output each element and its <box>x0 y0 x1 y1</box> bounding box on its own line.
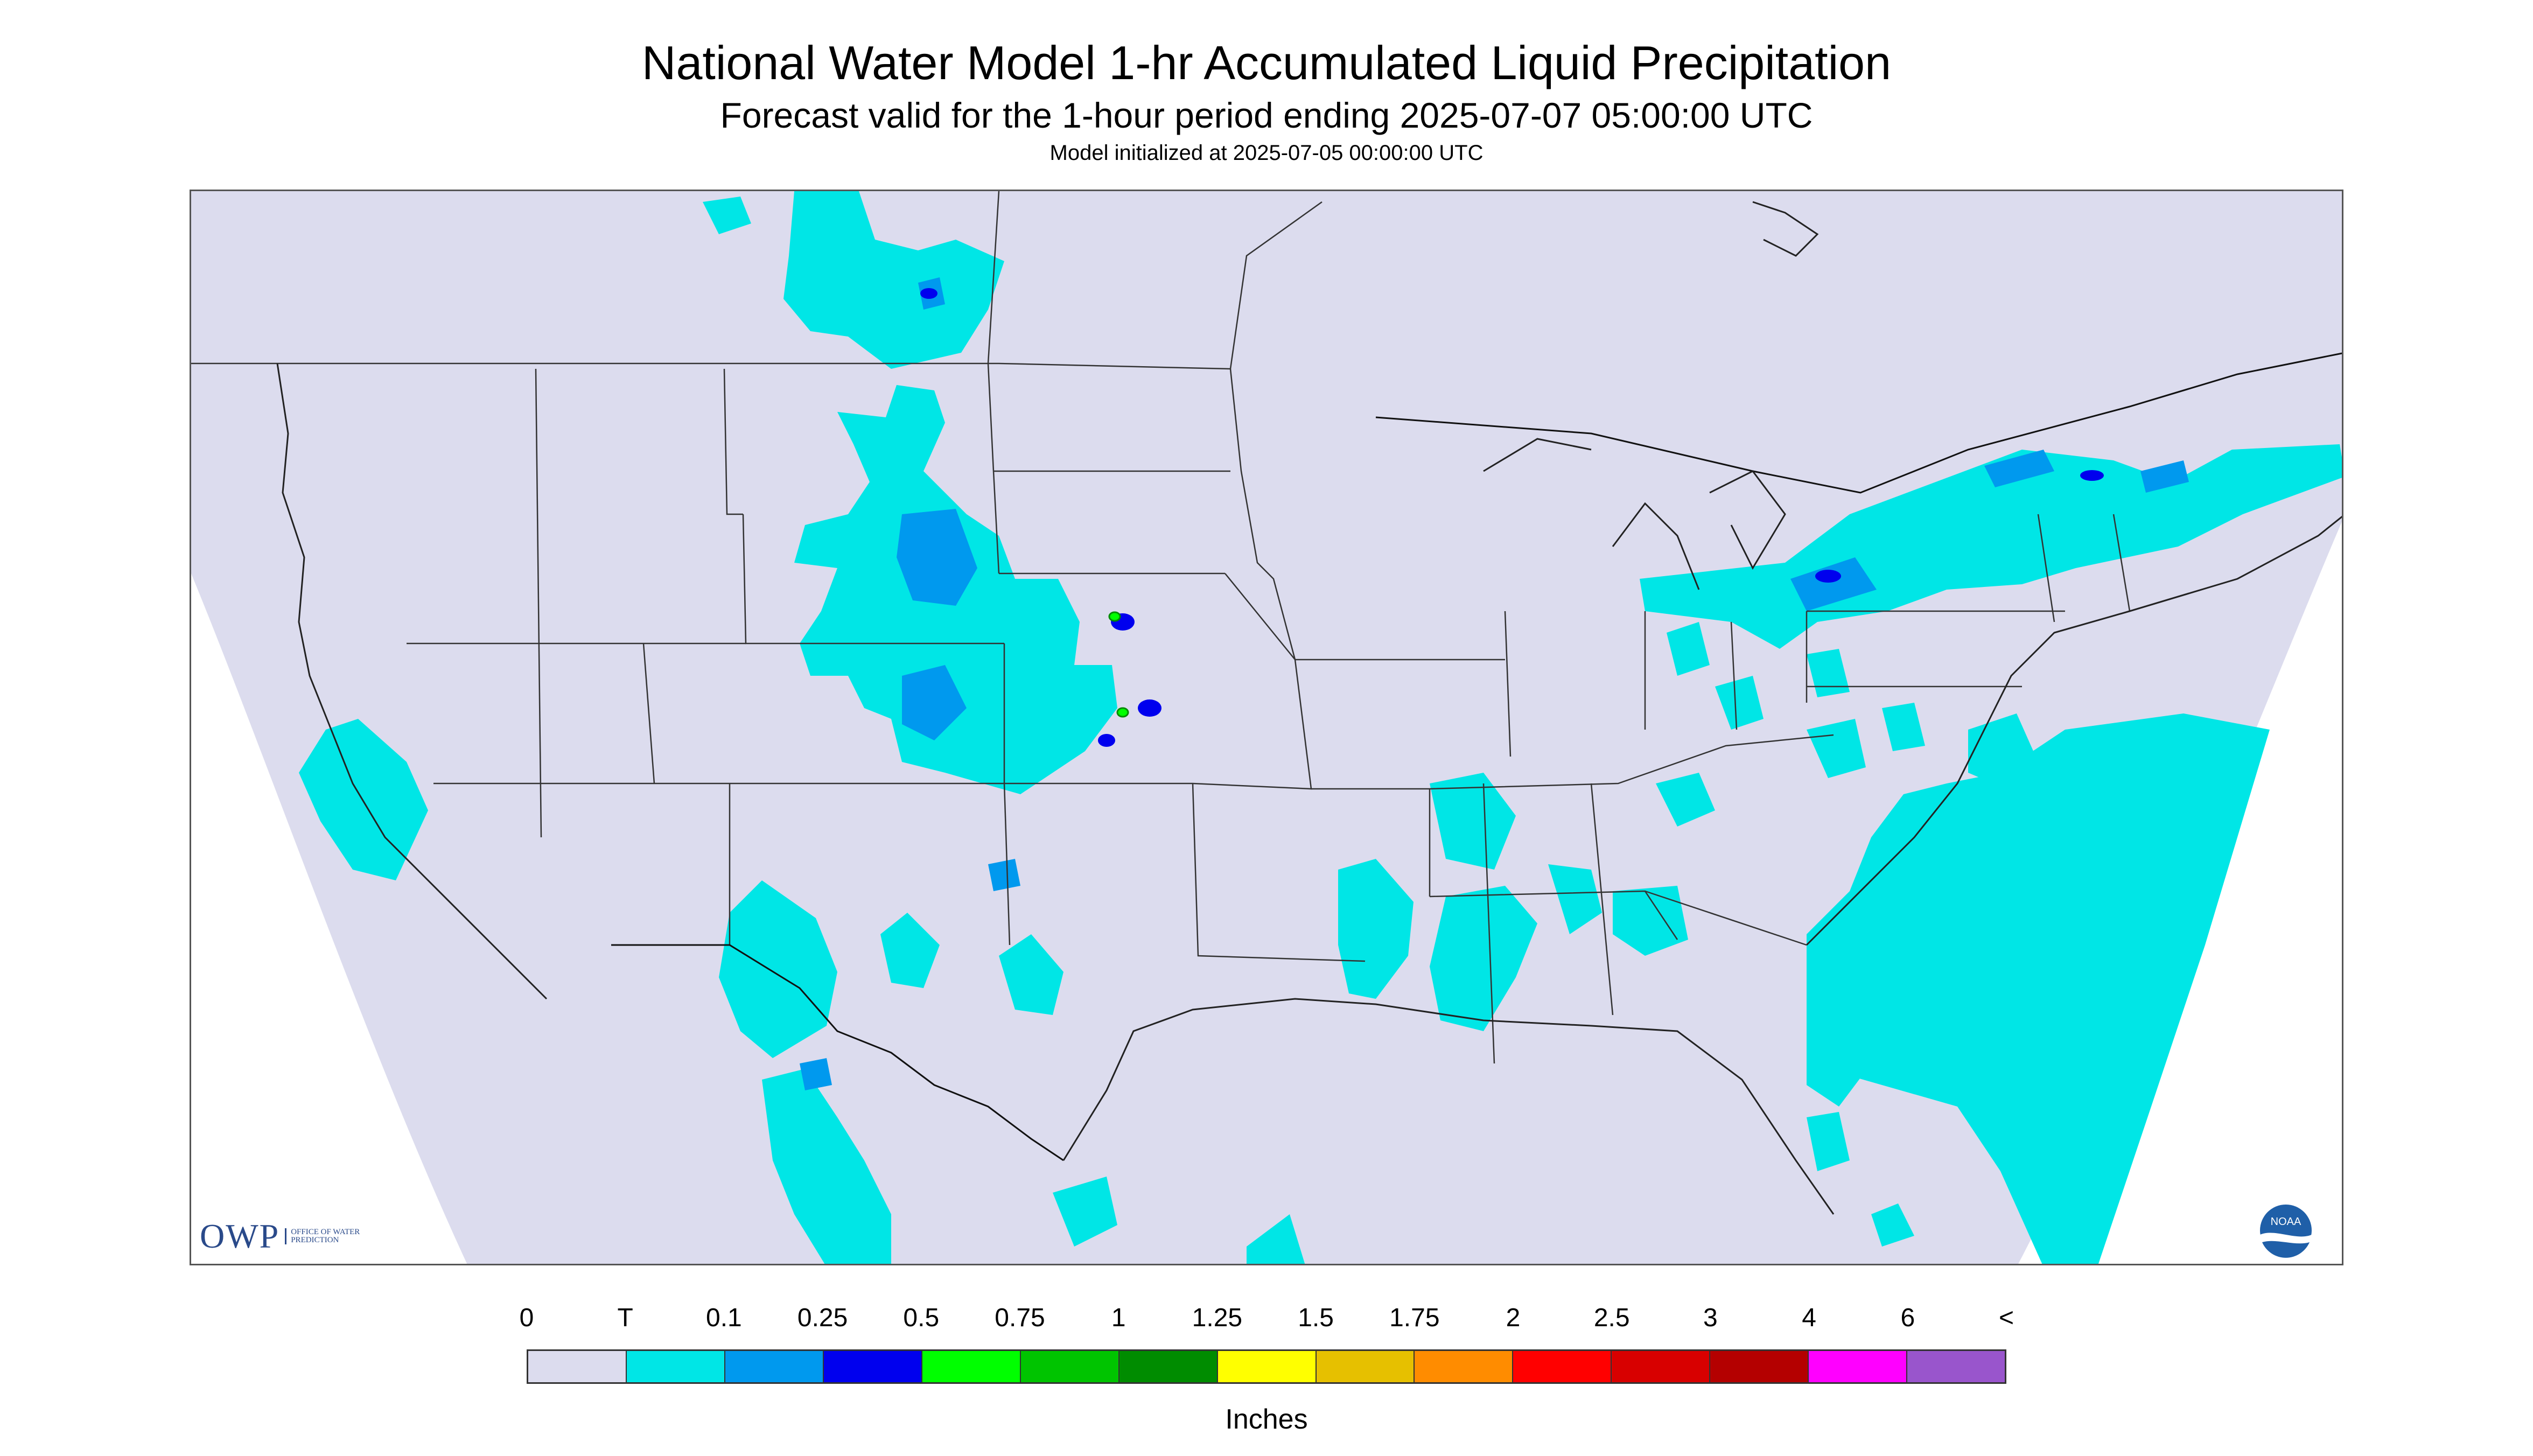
noaa-logo-text: NOAA <box>2271 1216 2301 1228</box>
legend-swatch <box>1217 1351 1317 1382</box>
coastlines <box>276 201 2342 1215</box>
precip-trace-areas <box>299 191 2342 1264</box>
legend-tick-label: 0.25 <box>797 1304 848 1332</box>
legend-swatch <box>1809 1351 1908 1382</box>
legend-tick-label: 4 <box>1802 1304 1816 1332</box>
legend-swatch <box>1612 1351 1711 1382</box>
legend-tick-label: 6 <box>1900 1304 1915 1332</box>
precipitation-map: NOAA OWP Office of Water Prediction <box>190 190 2343 1265</box>
legend-tick-label: 0.1 <box>706 1304 742 1332</box>
legend-tick-label: 3 <box>1703 1304 1718 1332</box>
legend-tick-label: < <box>1998 1304 2014 1332</box>
legend-swatch <box>1316 1351 1415 1382</box>
legend-tick-label: 1.75 <box>1389 1304 1440 1332</box>
legend-tick-label: 1.5 <box>1298 1304 1334 1332</box>
legend-swatch <box>1119 1351 1218 1382</box>
forecast-valid-subtitle: Forecast valid for the 1-hour period end… <box>720 95 1813 135</box>
legend-swatch <box>922 1351 1021 1382</box>
legend-tick-label: 0.75 <box>995 1304 1045 1332</box>
legend-swatch <box>725 1351 824 1382</box>
legend-swatch <box>1710 1351 1809 1382</box>
legend-tick-label: T <box>617 1304 633 1332</box>
legend-swatch <box>1907 1351 2005 1382</box>
precip-0-5-cores <box>1108 611 1129 718</box>
state-boundaries <box>191 191 2131 1064</box>
precipitation-color-legend <box>527 1349 2006 1384</box>
legend-tick-label: 2.5 <box>1593 1304 1630 1332</box>
legend-swatch <box>1513 1351 1612 1382</box>
legend-tick-label: 1.25 <box>1192 1304 1243 1332</box>
legend-swatch <box>626 1351 725 1382</box>
owp-logo-text: OWP <box>200 1217 280 1255</box>
legend-tick-label: 2 <box>1506 1304 1521 1332</box>
legend-tick-label: 0 <box>519 1304 534 1332</box>
legend-swatch <box>823 1351 922 1382</box>
legend-swatch <box>528 1351 627 1382</box>
legend-swatch <box>1415 1351 1514 1382</box>
map-title: National Water Model 1-hr Accumulated Li… <box>641 36 1892 89</box>
legend-swatch <box>1020 1351 1119 1382</box>
owp-logo-subtext: Office of Water Prediction <box>285 1228 361 1244</box>
legend-tick-label: 1 <box>1111 1304 1126 1332</box>
legend-units: Inches <box>1225 1404 1308 1435</box>
map-canvas: NOAA <box>191 191 2342 1264</box>
legend-tick-label: 0.5 <box>903 1304 940 1332</box>
precip-0-1-areas <box>800 277 2189 1090</box>
owp-logo: OWP Office of Water Prediction <box>200 1216 361 1256</box>
model-init-subtitle: Model initialized at 2025-07-05 00:00:00… <box>1049 141 1484 165</box>
international-boundaries <box>611 352 2342 1161</box>
noaa-logo: NOAA <box>2260 1205 2312 1261</box>
